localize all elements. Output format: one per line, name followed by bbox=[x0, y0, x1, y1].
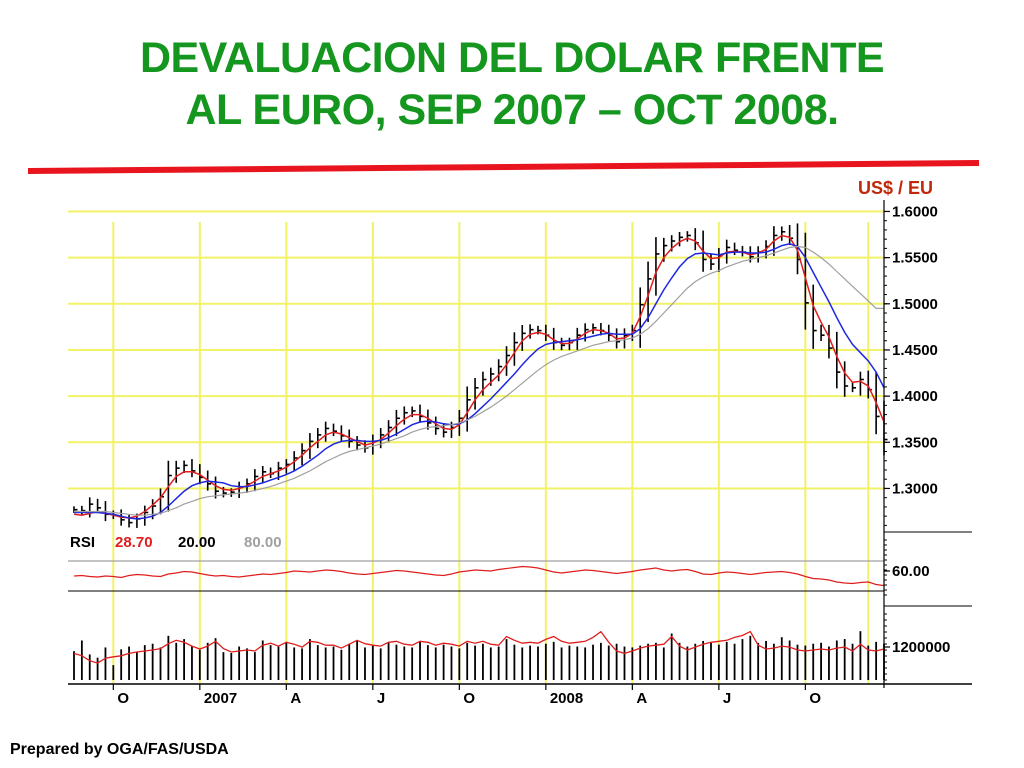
price-y-tick-label: 1.6000 bbox=[892, 203, 938, 220]
rsi-value-label: 20.00 bbox=[178, 534, 216, 551]
rsi-value-label: 80.00 bbox=[244, 534, 282, 551]
rsi-panel: RSI 28.70 20.00 80.00 bbox=[68, 534, 885, 592]
x-tick-label: 2007 bbox=[204, 690, 237, 707]
price-y-tick-label: 1.5000 bbox=[892, 296, 938, 313]
price-y-tick-label: 1.3000 bbox=[892, 480, 938, 497]
volume-y-tick-label: 1200000 bbox=[892, 639, 950, 656]
axes: 1.6000 1.5500 1.5000 1.4500 1.4000 1.3500 1.30… bbox=[68, 200, 972, 707]
x-tick-label: A bbox=[290, 690, 301, 707]
price-y-tick-label: 1.3500 bbox=[892, 434, 938, 451]
rsi-value-label: 28.70 bbox=[115, 534, 153, 551]
rsi-label: RSI bbox=[70, 534, 95, 551]
title-divider-line bbox=[27, 160, 980, 174]
x-tick-label: 2008 bbox=[550, 690, 583, 707]
volume-panel bbox=[73, 630, 885, 680]
moving-average-line-2 bbox=[74, 243, 885, 520]
x-tick-label: A bbox=[636, 690, 647, 707]
x-tick-label: J bbox=[377, 690, 385, 707]
price-y-tick-label: 1.4000 bbox=[892, 388, 938, 405]
footer-credit: Prepared by OGA/FAS/USDA bbox=[10, 741, 229, 758]
x-tick-label: O bbox=[117, 690, 129, 707]
title-line-1: DEVALUACION DEL DOLAR FRENTE bbox=[139, 34, 885, 82]
x-tick-label: O bbox=[463, 690, 475, 707]
price-y-tick-label: 1.5500 bbox=[892, 250, 938, 267]
rsi-line bbox=[73, 565, 885, 587]
slide-title: DEVALUACION DEL DOLAR FRENTE AL EURO, SE… bbox=[0, 32, 1024, 136]
x-tick-label: J bbox=[723, 690, 731, 707]
price-y-tick-label: 1.4500 bbox=[892, 342, 938, 359]
moving-average-line-1 bbox=[73, 234, 885, 519]
title-line-2: AL EURO, SEP 2007 – OCT 2008. bbox=[185, 86, 839, 134]
price-panel bbox=[73, 223, 888, 528]
rsi-y-tick-label: 60.00 bbox=[892, 563, 930, 580]
gridlines bbox=[68, 210, 884, 683]
x-tick-label: O bbox=[809, 690, 821, 707]
volume-line bbox=[73, 630, 885, 664]
unit-label: US$ / EU bbox=[858, 178, 933, 198]
moving-average-line-3 bbox=[74, 245, 884, 516]
